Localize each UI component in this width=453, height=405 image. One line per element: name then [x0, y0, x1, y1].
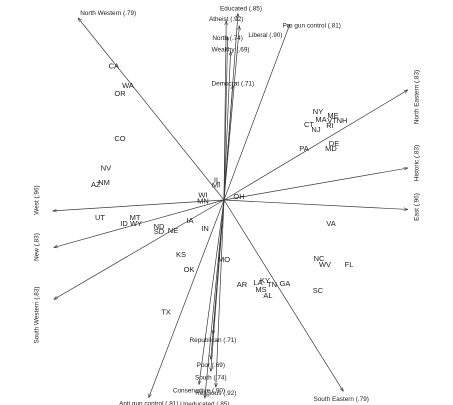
point-label-ks: KS	[176, 250, 186, 259]
point-label-ok: OK	[184, 265, 195, 274]
point-label-ky: KY	[260, 276, 270, 285]
point-label-mt: MT	[130, 213, 141, 222]
point-label-tx: TX	[161, 308, 171, 317]
vector-label-south-eastern: South Eastern (.79)	[313, 396, 368, 403]
vector-arrow-religious	[216, 199, 225, 387]
vector-arrow-uneducated	[205, 199, 225, 398]
point-label-md: MD	[325, 144, 337, 153]
vector-label-east: East (.96)	[414, 193, 421, 221]
point-label-co: CO	[114, 134, 125, 143]
vector-label-uneducated: Uneducated (.85)	[180, 401, 229, 405]
point-label-or: OR	[114, 89, 126, 98]
vector-label-republican: Republican (.71)	[190, 337, 237, 344]
point-label-de: DE	[329, 139, 339, 148]
vector-label-conservative: Conservative (.90)	[173, 387, 225, 394]
point-label-pa: PA	[299, 144, 308, 153]
loading-vector-labels: Educated (.85) Atheist (.92) Liberal (.90)…	[34, 6, 421, 405]
vector-arrow-pro-gun-control	[223, 24, 290, 201]
vector-label-wealthy: Wealthy (.69)	[212, 47, 250, 54]
vector-label-liberal: Liberal (.90)	[248, 32, 282, 39]
point-label-ma: MA	[315, 115, 326, 124]
vector-label-anti-gun-control: Anti gun control (.81)	[119, 400, 178, 405]
point-label-az: AZ	[91, 180, 101, 189]
vector-label-new: New (.83)	[34, 233, 41, 261]
vector-label-north: North (.74)	[212, 35, 243, 42]
vector-arrow-south	[211, 199, 225, 371]
point-label-mn: MN	[197, 196, 209, 205]
point-label-ri: RI	[326, 121, 334, 130]
vector-arrow-north-eastern	[223, 90, 408, 201]
vector-arrow-democrat	[223, 85, 233, 201]
vector-arrow-west	[53, 199, 225, 211]
point-label-oh: OH	[233, 192, 244, 201]
vector-label-south-western: South Western (.83)	[34, 286, 41, 343]
point-label-nm: NM	[98, 178, 110, 187]
vector-label-educated: Educated (.85)	[220, 6, 262, 13]
point-label-vt: VT	[327, 116, 337, 125]
vector-label-west: West (.96)	[34, 185, 41, 214]
point-label-va: VA	[326, 219, 335, 228]
vector-arrow-north-western	[78, 18, 225, 201]
point-label-wa: WA	[122, 81, 134, 90]
point-label-ms: MS	[255, 285, 266, 294]
vector-label-religious: Religious (.92)	[195, 390, 236, 397]
point-label-ga: GA	[280, 279, 291, 288]
point-label-ut: UT	[95, 213, 105, 222]
point-label-sd: SD	[154, 227, 165, 236]
point-label-ca: CA	[109, 62, 119, 71]
point-label-mi: MI	[212, 181, 220, 190]
vector-arrow-wealthy	[223, 52, 231, 201]
vector-label-north-western: North Western (.79)	[80, 10, 136, 17]
vector-label-pro-gun-control: Pro gun control (.81)	[283, 22, 341, 29]
point-label-wi: WI	[198, 190, 207, 199]
point-label-ar: AR	[237, 280, 248, 289]
point-label-ny: NY	[313, 107, 323, 116]
point-label-wy: WY	[130, 219, 142, 228]
point-label-mo: MO	[218, 255, 230, 264]
vector-arrow-south-eastern	[223, 199, 343, 391]
point-label-fl: FL	[345, 260, 354, 269]
vector-arrow-new	[54, 199, 225, 247]
vector-label-historic: Historic (.83)	[414, 145, 421, 181]
point-label-in: IN	[201, 224, 209, 233]
point-label-il: IL	[214, 175, 220, 184]
point-label-nd: ND	[154, 222, 165, 231]
vector-arrow-north	[223, 37, 228, 201]
point-label-ne: NE	[168, 226, 178, 235]
point-label-id: ID	[120, 219, 128, 228]
point-label-sc: SC	[313, 286, 324, 295]
point-label-nc: NC	[314, 254, 325, 263]
vector-label-south: South (.74)	[195, 374, 227, 381]
loading-vectors	[53, 14, 408, 398]
vector-arrow-conservative	[199, 199, 225, 384]
point-label-tn: TN	[267, 280, 277, 289]
point-label-me: ME	[327, 111, 338, 120]
point-label-la: LA	[253, 278, 262, 287]
vector-arrow-historic	[223, 168, 408, 201]
vector-arrow-anti-gun-control	[149, 199, 225, 397]
point-label-nj: NJ	[311, 125, 320, 134]
vector-label-north-eastern: North Eastern (.83)	[414, 70, 421, 124]
point-label-al: AL	[263, 291, 272, 300]
point-label-nv: NV	[101, 164, 111, 173]
point-label-nh: NH	[337, 116, 348, 125]
vector-label-atheist: Atheist (.92)	[209, 16, 243, 23]
vector-label-poor: Poor (.69)	[197, 362, 225, 369]
point-label-ct: CT	[304, 120, 314, 129]
vector-arrow-south-western	[54, 199, 225, 299]
vector-arrow-east	[223, 199, 408, 209]
vector-label-democrat: Democrat (.71)	[211, 80, 254, 87]
point-label-ia: IA	[186, 216, 193, 225]
point-label-wv: WV	[319, 260, 331, 269]
